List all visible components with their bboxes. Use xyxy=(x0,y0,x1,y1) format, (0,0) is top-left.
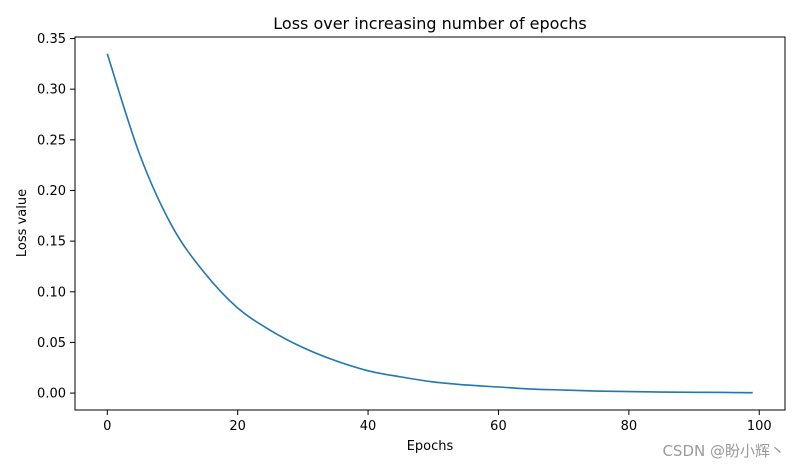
watermark: CSDN @盼小辉丶 xyxy=(662,442,785,460)
x-tick-label: 100 xyxy=(747,419,772,434)
series-line-loss xyxy=(106,53,753,394)
y-tick-label: 0.10 xyxy=(37,285,66,300)
x-axis-label: Epochs xyxy=(407,439,454,454)
y-axis-label: Loss value xyxy=(15,189,30,257)
y-tick-label: 0.30 xyxy=(37,83,66,98)
x-ticks: 0 20 40 60 80 100 xyxy=(103,410,772,434)
x-tick-label: 60 xyxy=(490,419,507,434)
chart-title: Loss over increasing number of epochs xyxy=(273,14,586,33)
y-tick-label: 0.35 xyxy=(37,32,66,47)
y-tick-label: 0.05 xyxy=(37,336,66,351)
y-tick-label: 0.25 xyxy=(37,133,66,148)
x-tick-label: 40 xyxy=(360,419,377,434)
y-tick-label: 0.00 xyxy=(37,387,66,402)
y-tick-label: 0.15 xyxy=(37,235,66,250)
axes-frame xyxy=(74,36,786,411)
x-tick-label: 20 xyxy=(229,419,246,434)
x-tick-label: 0 xyxy=(103,419,111,434)
y-ticks: 0.00 0.05 0.10 0.15 0.20 0.25 0.30 0.35 xyxy=(37,32,75,402)
y-tick-label: 0.20 xyxy=(37,184,66,199)
plot-layer xyxy=(106,53,753,394)
x-tick-label: 80 xyxy=(621,419,638,434)
